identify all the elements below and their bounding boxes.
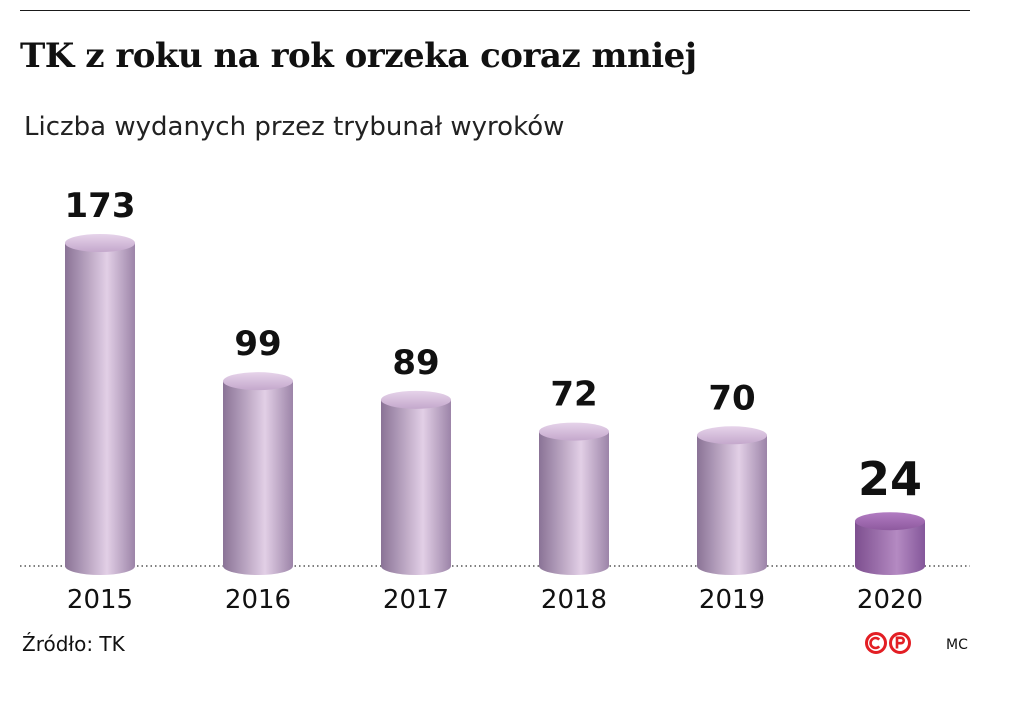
bar-top-2020 [855,512,925,531]
data-label-2017: 89 [392,343,439,383]
logo-p-ring [889,632,911,654]
publisher-logo [865,632,911,654]
logo-c-ring [865,632,887,654]
x-tick-2015: 2015 [67,585,133,615]
x-tick-2020: 2020 [857,585,923,615]
source-note: Źródło: TK [22,632,125,656]
bar-top-2016 [223,372,293,391]
bar-2015 [65,243,135,575]
data-label-2020: 24 [858,452,922,506]
data-label-2018: 72 [550,375,597,415]
author-initials: MC [946,637,968,653]
data-label-2016: 99 [234,324,281,364]
x-tick-2019: 2019 [699,585,765,615]
bar-2017 [381,399,451,575]
x-tick-2018: 2018 [541,585,607,615]
x-tick-2016: 2016 [225,585,291,615]
x-tick-2017: 2017 [383,585,449,615]
logo-p-letter [895,636,905,649]
data-label-2015: 173 [65,186,136,226]
bar-top-2017 [381,390,451,409]
bar-top-2018 [539,422,609,441]
chart-subtitle: Liczba wydanych przez trybunał wyroków [24,112,565,142]
bar-top-2015 [65,234,135,252]
bar-2020 [855,521,925,575]
bar-2019 [697,435,767,575]
chart-title: TK z roku na rok orzeka coraz mniej [20,36,697,76]
data-label-2019: 70 [708,378,755,418]
bar-2018 [539,431,609,575]
bar-2016 [223,381,293,575]
top-rule [20,10,970,11]
bar-top-2019 [697,426,767,445]
logo-c-letter [869,636,881,650]
